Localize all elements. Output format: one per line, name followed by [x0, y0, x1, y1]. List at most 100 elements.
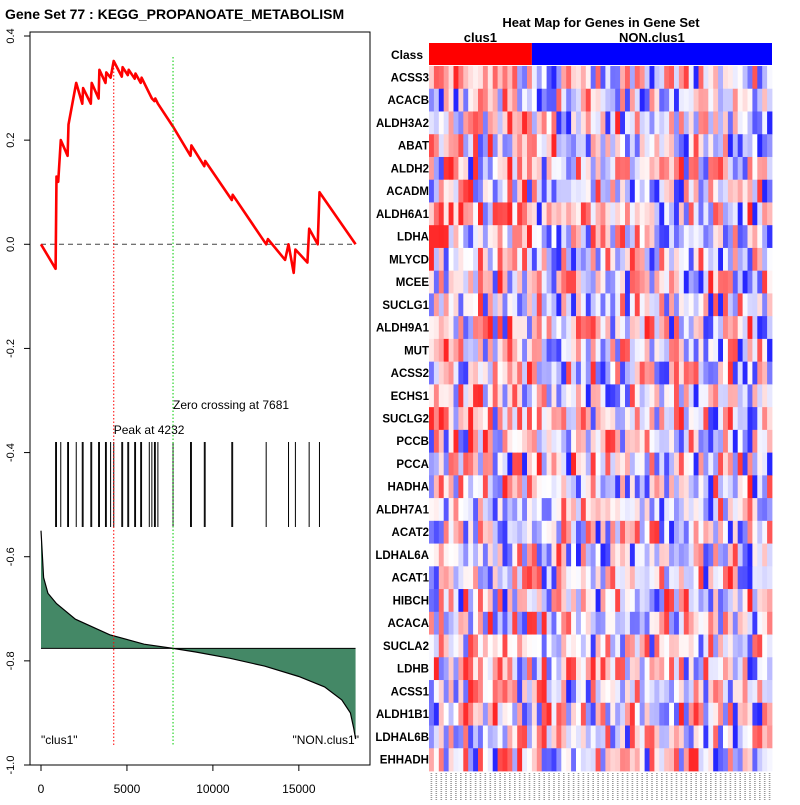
heatmap-cell: [629, 202, 636, 226]
heatmap-cell: [571, 134, 577, 158]
heatmap-cell: [541, 702, 547, 726]
heatmap-cell: [487, 475, 494, 499]
heatmap-cell: [561, 429, 567, 454]
heatmap-cell: [561, 475, 567, 499]
heatmap-cell: [512, 247, 518, 272]
heatmap-cell: [678, 475, 685, 499]
heatmap-cell: [620, 452, 626, 476]
heatmap-cell: [713, 338, 719, 363]
heatmap-cell: [718, 361, 724, 385]
heatmap-cell: [536, 634, 543, 658]
heatmap-cell: [571, 680, 577, 704]
heatmap-cell: [512, 202, 518, 226]
heatmap-cell: [463, 680, 469, 704]
heatmap-cell: [674, 361, 680, 385]
heatmap-cell: [453, 498, 459, 522]
heatmap-cell: [546, 452, 552, 476]
heatmap-cell: [463, 702, 469, 726]
gene-label: ALDH9A1: [376, 323, 430, 335]
heatmap-cell: [634, 566, 641, 590]
heatmap-cell: [576, 66, 582, 90]
gene-label: ECHS1: [391, 391, 430, 403]
heatmap-cell: [492, 156, 498, 181]
heatmap-cell: [438, 225, 445, 249]
heatmap-cell: [625, 748, 631, 772]
heatmap-cell: [767, 338, 773, 363]
heatmap-cell: [634, 725, 641, 749]
heatmap-cell: [522, 725, 528, 749]
heatmap-cell: [605, 361, 611, 385]
heatmap-cell: [747, 88, 753, 112]
heatmap-cell: [482, 225, 489, 249]
heatmap-cell: [752, 748, 758, 772]
heatmap-cell: [674, 475, 680, 499]
heatmap-cell: [590, 270, 596, 294]
heatmap-cell: [453, 407, 459, 431]
heatmap-cell: [443, 589, 449, 613]
heatmap-cell: [458, 66, 464, 90]
heatmap-title: Heat Map for Genes in Gene Set: [502, 15, 700, 30]
heatmap-cell: [620, 680, 626, 704]
heatmap-cell: [585, 611, 592, 635]
heatmap-cell: [664, 270, 670, 294]
heatmap-cell: [634, 452, 641, 476]
heatmap-cell: [664, 225, 670, 249]
heatmap-cell: [551, 657, 557, 681]
heatmap-cell: [576, 634, 582, 658]
heatmap-cell: [762, 725, 768, 749]
heatmap-cell: [649, 452, 655, 476]
heatmap-cell: [625, 657, 631, 681]
heatmap-cell: [747, 475, 753, 499]
heatmap-cell: [713, 634, 719, 658]
heatmap-cell: [664, 293, 670, 317]
heatmap-cell: [571, 520, 577, 544]
heatmap-cell: [443, 384, 449, 408]
heatmap-cell: [497, 88, 503, 112]
heatmap-cell: [522, 88, 528, 112]
heatmap-cell: [527, 634, 533, 658]
heatmap-cell: [595, 566, 601, 590]
heatmap-cell: [585, 657, 592, 681]
heatmap-cell: [546, 543, 552, 567]
heatmap-cell: [659, 725, 665, 749]
heatmap-cell: [478, 680, 484, 704]
heatmap-cell: [693, 589, 699, 613]
heatmap-cell: [698, 179, 704, 203]
heatmap-cell: [615, 702, 621, 726]
heatmap-cell: [527, 293, 533, 317]
heatmap-cell: [659, 452, 665, 476]
heatmap-cell: [502, 680, 508, 704]
heatmap-cell: [443, 156, 449, 181]
heatmap-cell: [678, 725, 685, 749]
heatmap-cell: [531, 589, 538, 613]
heatmap-cell: [551, 452, 557, 476]
heatmap-cell: [433, 384, 440, 408]
class-bar-segment: [429, 43, 532, 65]
heatmap-cell: [512, 498, 518, 522]
heatmap-cell: [576, 134, 582, 158]
heatmap-cell: [747, 702, 753, 726]
heatmap-cell: [482, 498, 489, 522]
heatmap-cell: [453, 566, 459, 590]
heatmap-cell: [625, 156, 631, 181]
heatmap-cell: [678, 156, 685, 181]
heatmap-cell: [742, 702, 748, 726]
heatmap-cell: [634, 316, 641, 340]
heatmap-cell: [688, 475, 694, 499]
heatmap-cell: [625, 225, 631, 249]
heatmap-cell: [703, 338, 709, 363]
heatmap-cell: [438, 202, 445, 226]
heatmap-cell: [551, 202, 557, 226]
heatmap-cell: [522, 361, 528, 385]
heatmap-cell: [634, 634, 641, 658]
heatmap-cell: [757, 202, 763, 226]
heatmap-cell: [429, 475, 435, 499]
heatmap-cell: [536, 748, 543, 772]
heatmap-cell: [438, 543, 445, 567]
heatmap-cell: [438, 702, 445, 726]
heatmap-cell: [678, 589, 685, 613]
heatmap-cell: [463, 475, 469, 499]
heatmap-cell: [438, 270, 445, 294]
heatmap-cell: [654, 66, 660, 90]
heatmap-cell: [497, 634, 503, 658]
